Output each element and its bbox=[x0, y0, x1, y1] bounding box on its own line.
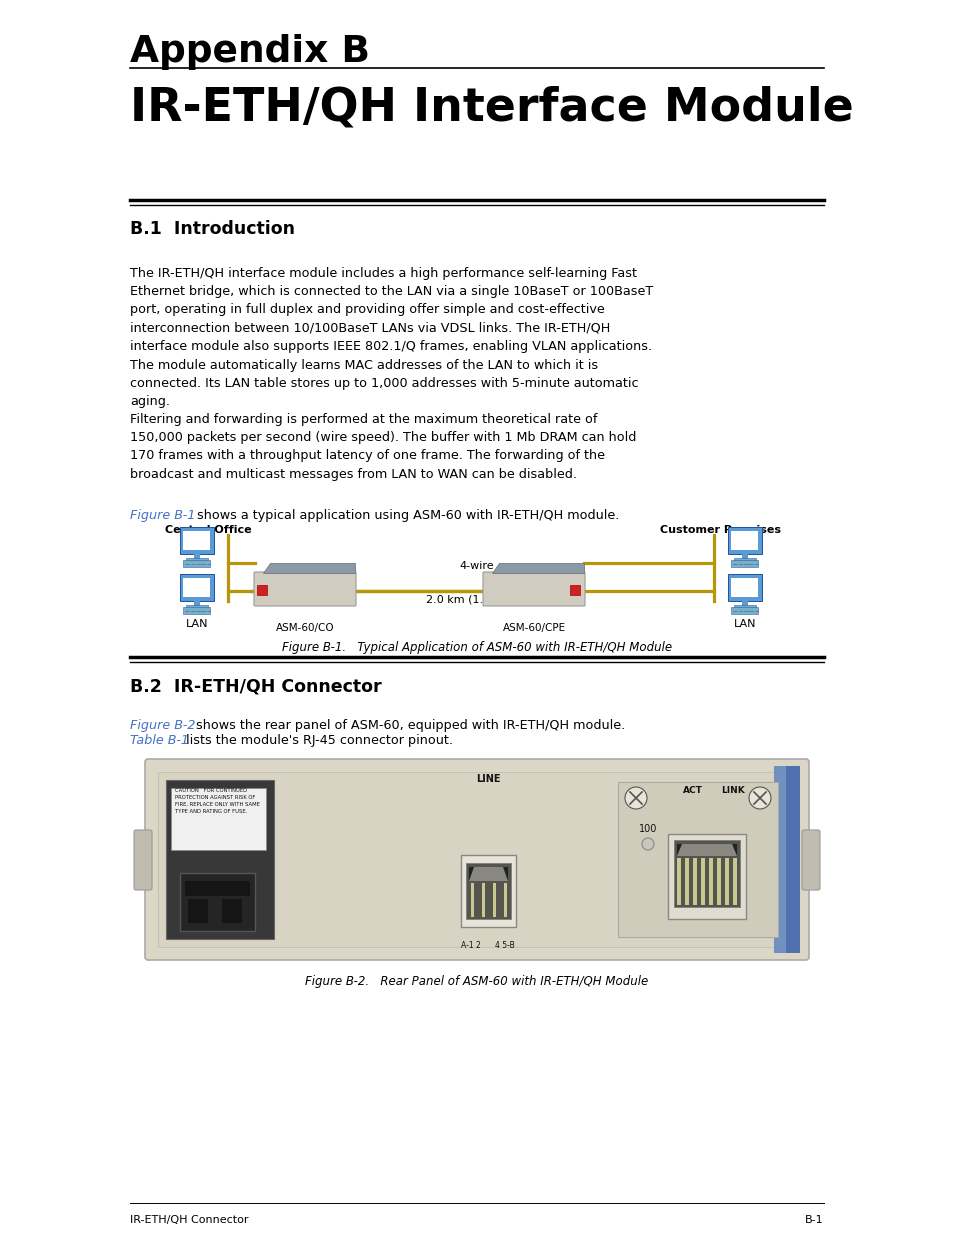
Bar bbox=[481, 883, 484, 918]
Text: ACT: ACT bbox=[682, 785, 702, 795]
Text: Figure B-2: Figure B-2 bbox=[130, 719, 195, 732]
Bar bbox=[692, 858, 697, 905]
Text: LINE: LINE bbox=[476, 774, 499, 784]
Bar bbox=[684, 858, 688, 905]
Text: The IR-ETH/QH interface module includes a high performance self-learning Fast
Et: The IR-ETH/QH interface module includes … bbox=[130, 267, 653, 353]
Bar bbox=[183, 578, 211, 598]
FancyBboxPatch shape bbox=[180, 527, 213, 555]
Bar bbox=[183, 531, 211, 551]
Text: 2.0 km (1.2 miles): 2.0 km (1.2 miles) bbox=[426, 594, 527, 604]
Text: The module automatically learns MAC addresses of the LAN to which it is
connecte: The module automatically learns MAC addr… bbox=[130, 359, 638, 409]
Bar bbox=[180, 873, 254, 931]
Bar bbox=[673, 840, 740, 906]
Bar bbox=[783, 766, 800, 953]
Bar bbox=[741, 552, 747, 558]
FancyBboxPatch shape bbox=[253, 572, 355, 606]
Text: lists the module's RJ-45 connector pinout.: lists the module's RJ-45 connector pinou… bbox=[182, 734, 453, 747]
Text: B.1  Introduction: B.1 Introduction bbox=[130, 220, 294, 238]
Bar bbox=[185, 881, 250, 897]
Bar bbox=[256, 585, 267, 595]
Polygon shape bbox=[677, 844, 737, 856]
Text: shows the rear panel of ASM-60, equipped with IR-ETH/QH module.: shows the rear panel of ASM-60, equipped… bbox=[192, 719, 624, 732]
Text: B.2  IR-ETH/QH Connector: B.2 IR-ETH/QH Connector bbox=[130, 677, 381, 695]
FancyBboxPatch shape bbox=[801, 830, 820, 890]
Bar bbox=[493, 883, 496, 918]
Bar bbox=[717, 858, 720, 905]
Polygon shape bbox=[263, 563, 355, 573]
Text: ASM-60/CO: ASM-60/CO bbox=[275, 622, 334, 634]
Bar bbox=[734, 605, 755, 608]
Text: 100: 100 bbox=[639, 824, 657, 834]
Text: LAN: LAN bbox=[733, 619, 756, 629]
Text: A-1 2      4 5-B: A-1 2 4 5-B bbox=[460, 941, 515, 950]
Bar bbox=[183, 608, 211, 614]
Bar bbox=[194, 599, 199, 605]
FancyBboxPatch shape bbox=[145, 760, 808, 960]
Text: CAUTION   FOR CONTINUED
PROTECTION AGAINST RISK OF
FIRE, REPLACE ONLY WITH SAME
: CAUTION FOR CONTINUED PROTECTION AGAINST… bbox=[174, 788, 259, 814]
Bar bbox=[465, 863, 511, 919]
Bar bbox=[731, 608, 758, 614]
Bar bbox=[186, 557, 208, 561]
FancyBboxPatch shape bbox=[727, 527, 761, 555]
Bar bbox=[469, 867, 507, 881]
Text: Figure B-1.   Typical Application of ASM-60 with IR-ETH/QH Module: Figure B-1. Typical Application of ASM-6… bbox=[282, 641, 671, 655]
FancyBboxPatch shape bbox=[727, 574, 761, 601]
Bar bbox=[724, 858, 728, 905]
Text: IR-ETH/QH Connector: IR-ETH/QH Connector bbox=[130, 1215, 248, 1225]
Circle shape bbox=[748, 787, 770, 809]
Bar bbox=[188, 899, 208, 923]
Bar bbox=[158, 772, 785, 947]
Bar bbox=[222, 899, 242, 923]
Text: Customer Premises: Customer Premises bbox=[659, 525, 781, 535]
Text: ASM-60/CPE: ASM-60/CPE bbox=[502, 622, 565, 634]
Text: shows a typical application using ASM-60 with IR-ETH/QH module.: shows a typical application using ASM-60… bbox=[193, 509, 618, 522]
Text: IR-ETH/QH Interface Module: IR-ETH/QH Interface Module bbox=[130, 85, 853, 130]
Text: B-1: B-1 bbox=[804, 1215, 823, 1225]
Text: Figure B-1: Figure B-1 bbox=[130, 509, 195, 522]
Bar bbox=[731, 561, 758, 567]
Text: 4-wire: 4-wire bbox=[459, 561, 494, 571]
Bar bbox=[503, 883, 506, 918]
FancyBboxPatch shape bbox=[180, 574, 213, 601]
Circle shape bbox=[624, 787, 646, 809]
Bar bbox=[183, 561, 211, 567]
Bar bbox=[618, 782, 778, 937]
Bar bbox=[734, 557, 755, 561]
Bar bbox=[186, 605, 208, 608]
Text: LAN: LAN bbox=[186, 619, 208, 629]
Polygon shape bbox=[492, 563, 583, 573]
Bar bbox=[166, 781, 274, 939]
Bar bbox=[677, 858, 680, 905]
Bar bbox=[731, 578, 758, 598]
Bar bbox=[194, 552, 199, 558]
Text: LINK: LINK bbox=[720, 785, 744, 795]
Polygon shape bbox=[469, 867, 507, 881]
Bar bbox=[677, 844, 737, 856]
Text: Figure B-2.   Rear Panel of ASM-60 with IR-ETH/QH Module: Figure B-2. Rear Panel of ASM-60 with IR… bbox=[305, 974, 648, 988]
Bar bbox=[471, 883, 474, 918]
Text: Table B-1: Table B-1 bbox=[130, 734, 189, 747]
Bar bbox=[708, 858, 712, 905]
FancyBboxPatch shape bbox=[133, 830, 152, 890]
Bar bbox=[731, 531, 758, 551]
Bar bbox=[732, 858, 737, 905]
Bar bbox=[700, 858, 704, 905]
Bar bbox=[667, 834, 745, 919]
Text: Filtering and forwarding is performed at the maximum theoretical rate of
150,000: Filtering and forwarding is performed at… bbox=[130, 412, 636, 480]
FancyBboxPatch shape bbox=[482, 572, 584, 606]
Text: Appendix B: Appendix B bbox=[130, 35, 370, 70]
Bar bbox=[569, 585, 579, 595]
Bar bbox=[171, 788, 266, 850]
Bar bbox=[741, 599, 747, 605]
Bar bbox=[773, 766, 785, 953]
Bar bbox=[460, 855, 516, 927]
Circle shape bbox=[641, 839, 654, 850]
Text: Central Office: Central Office bbox=[165, 525, 252, 535]
